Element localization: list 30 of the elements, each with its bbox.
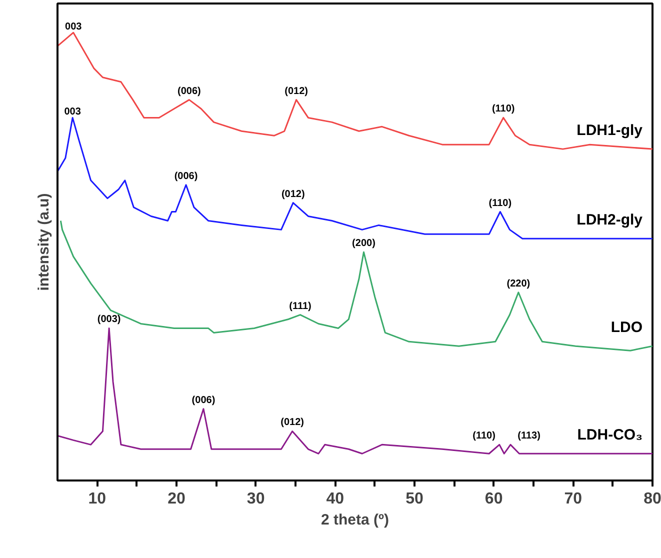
annotation: 003 (64, 106, 82, 118)
annotation: (012) (280, 417, 304, 428)
x-axis-title: 2 theta (º) (321, 512, 389, 528)
series-label: LDH1-gly (576, 122, 644, 140)
x-tick-label: 10 (88, 490, 106, 508)
x-tick-label: 80 (644, 490, 661, 508)
annotation: (006) (174, 170, 198, 182)
annotation: (200) (352, 238, 376, 250)
series-label: LDO (610, 319, 643, 336)
annotation: (220) (506, 278, 530, 290)
annotation: (012) (284, 86, 308, 97)
x-tick-label: 30 (246, 490, 265, 508)
annotation: (006) (192, 394, 216, 406)
annotation: (003) (97, 314, 121, 326)
x-tick-label: 60 (484, 490, 503, 508)
annotation: (110) (488, 198, 512, 209)
annotation: (006) (178, 86, 201, 97)
annotation: (110) (472, 430, 496, 442)
annotation: (110) (492, 104, 515, 115)
series-label: LDH2-gly (576, 212, 644, 229)
y-axis-title: intensity (a.u) (36, 193, 52, 291)
annotation: (113) (518, 430, 540, 442)
annotation: (111) (289, 300, 312, 312)
annotation: (012) (281, 188, 305, 200)
x-tick-label: 70 (564, 490, 582, 508)
x-tick-label: 40 (326, 490, 344, 508)
series-label: LDH-CO₃ (577, 426, 643, 444)
annotation: 003 (65, 22, 82, 33)
x-tick-label: 20 (168, 490, 186, 508)
x-tick-label: 50 (406, 490, 424, 508)
